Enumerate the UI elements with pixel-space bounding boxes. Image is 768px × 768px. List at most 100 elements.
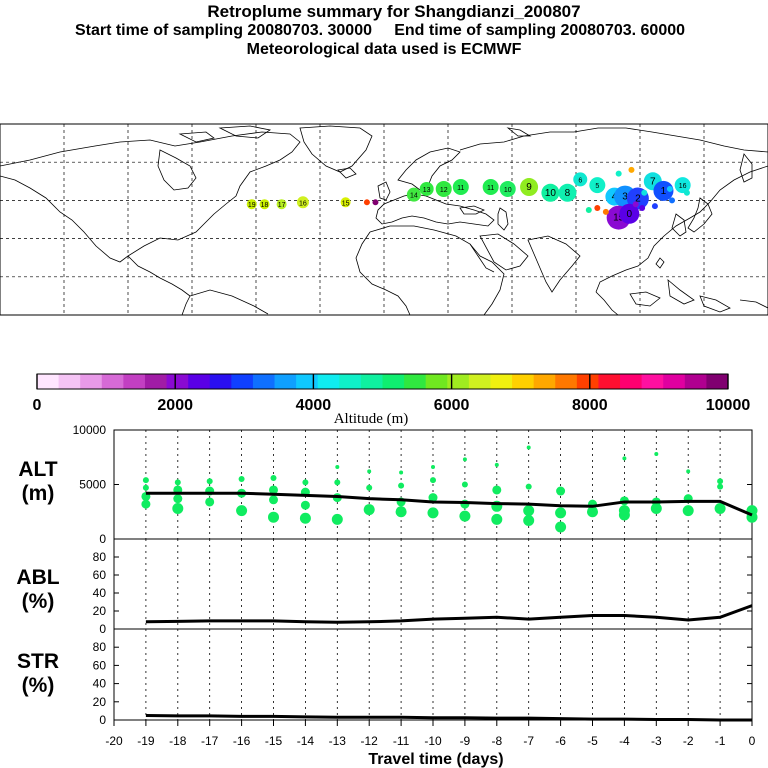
str-panel: 80 60 40 20 0 [93, 628, 753, 727]
str-y-ticks: 80 60 40 20 0 [93, 640, 752, 727]
x-tick-label: -9 [460, 734, 471, 748]
y-tick-label: 60 [93, 568, 107, 582]
plume-marker [541, 183, 560, 202]
plume-marker [619, 203, 640, 224]
alt-point [335, 465, 340, 470]
colorbar-cell [123, 374, 146, 389]
coastline-arabia [479, 233, 529, 271]
alt-point [367, 469, 372, 474]
alt-point [269, 485, 278, 495]
colorbar-cell [101, 374, 124, 389]
alt-point [174, 479, 181, 486]
map-panel: 19181716151413121111109108654327116150 [0, 123, 768, 316]
alt-point [714, 502, 726, 514]
plume-label: 3 [622, 192, 628, 203]
plume-marker [674, 177, 691, 194]
coastline-hudson [157, 149, 197, 191]
plume-label: 14 [410, 193, 418, 200]
plume-marker [653, 180, 674, 201]
alt-point [525, 483, 532, 490]
plume-dot [651, 203, 658, 210]
x-tick-label: -12 [361, 734, 379, 748]
x-tick-label: -13 [329, 734, 347, 748]
x-tick-label: -18 [169, 734, 187, 748]
alt-point [618, 509, 630, 521]
plume-dot [363, 199, 370, 206]
alt-point [299, 512, 311, 524]
plume-label: 15 [613, 213, 625, 224]
colorbar-cell [166, 374, 189, 389]
alt-point [172, 502, 184, 514]
alt-point [395, 506, 407, 518]
alt-point [526, 445, 531, 450]
alt-point [428, 493, 438, 503]
plume-marker [340, 197, 351, 208]
plume-label: 0 [627, 209, 633, 220]
x-tick-label: -8 [491, 734, 502, 748]
coastline-africa [355, 225, 505, 316]
alt-point [142, 484, 149, 491]
colorbar-cell [209, 374, 232, 389]
alt-panel: 10000 5000 0 [73, 423, 758, 546]
plume-label: 9 [526, 182, 532, 193]
plume-dot [615, 170, 622, 177]
alt-point [206, 478, 213, 485]
coastline-east-asia [595, 165, 768, 293]
colorbar-cell [317, 374, 340, 389]
coastline-red-sea [469, 243, 495, 273]
colorbar-tick-label: 0 [33, 397, 42, 414]
alt-grid [145, 430, 721, 539]
colorbar-cell [447, 374, 470, 389]
y-tick-label: 10000 [73, 423, 107, 437]
colorbar-cell [144, 374, 168, 389]
str-units: (%) [22, 674, 55, 697]
x-axis-tick-labels: -20 -19 -18 -17 -16 -15 -14 -13 -12 -11 -10 -9 -8 -7-… [105, 734, 755, 748]
alt-point [717, 483, 724, 490]
colorbar-tick-label: 6000 [434, 397, 470, 414]
coastline-taiwan [655, 257, 665, 269]
y-tick-label: 60 [93, 658, 107, 672]
colorbar-tick-label: 4000 [296, 397, 332, 414]
plume-label: 1 [661, 186, 667, 197]
str-label: STR [17, 650, 59, 673]
abl-panel: 80 60 40 20 0 [93, 538, 753, 636]
alt-point [650, 502, 662, 514]
colorbar-cell [533, 374, 556, 389]
alt-point [268, 511, 279, 523]
alt-point [363, 504, 375, 516]
alt-point [462, 457, 467, 462]
coastline-greenland [299, 125, 373, 173]
plume-marker [589, 177, 606, 194]
plume-label: 15 [342, 200, 350, 207]
plume-marker [246, 199, 257, 210]
colorbar-cell [620, 374, 643, 389]
y-tick-label: 0 [99, 713, 106, 727]
plume-label: 11 [457, 185, 464, 192]
plume-label: 10 [504, 187, 512, 194]
alt-point [431, 465, 435, 470]
alt-point [556, 486, 566, 496]
y-tick-label: 40 [93, 677, 107, 691]
coastline-black-sea [459, 205, 485, 215]
alt-point [398, 482, 405, 489]
colorbar-cell [663, 374, 686, 389]
x-tick-label: -20 [105, 734, 123, 748]
plume-dot [585, 206, 592, 213]
colorbar-cell [360, 374, 383, 389]
alt-point [269, 495, 278, 505]
coastline-britain [377, 181, 391, 201]
plume-dot [594, 205, 601, 212]
coastline-japan [687, 197, 713, 233]
plume-marker [558, 183, 577, 202]
colorbar-tick-labels: 0 2000 4000 6000 8000 10000 [33, 397, 751, 414]
alt-y-ticks: 10000 5000 0 [73, 423, 752, 546]
plume-marker [296, 196, 309, 209]
colorbar-cell [404, 374, 427, 389]
x-tick-label: -7 [523, 734, 534, 748]
alt-point [622, 456, 627, 461]
plume-dot [372, 199, 379, 206]
y-tick-label: 5000 [79, 478, 106, 492]
alt-label: ALT [18, 458, 57, 481]
plume-label: 10 [545, 188, 557, 199]
